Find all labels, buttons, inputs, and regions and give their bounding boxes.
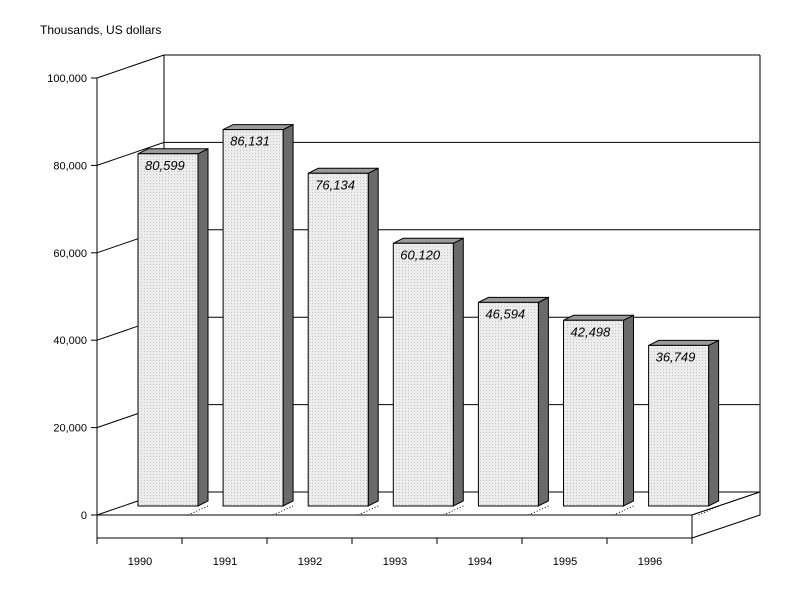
bar-floor-shadow <box>357 505 379 516</box>
bar-value-label: 36,749 <box>656 349 696 364</box>
bar-floor-shadow <box>443 505 464 516</box>
x-tick-label: 1995 <box>553 556 577 568</box>
y-axis-unit-label: Thousands, US dollars <box>40 23 162 37</box>
bar-side <box>708 339 720 507</box>
chart-frame <box>96 54 761 539</box>
bar-value-label: 60,120 <box>400 247 441 262</box>
bar-floor-shadow <box>613 505 634 516</box>
bar-1991: 86,131 <box>222 123 294 516</box>
y-tick-label: 40,000 <box>53 335 87 347</box>
floor-right-slab <box>691 491 761 539</box>
x-tick-label: 1991 <box>213 556 237 568</box>
bar-top <box>222 124 294 131</box>
bar-top <box>393 237 464 244</box>
x-tick-label: 1996 <box>638 556 662 568</box>
x-tick-label: 1994 <box>468 556 492 568</box>
bar-value-label: 86,131 <box>230 134 270 149</box>
bar-side <box>367 167 379 507</box>
bar-side <box>623 314 634 507</box>
bar-value-label: 46,594 <box>485 306 525 321</box>
bar-value-label: 42,498 <box>571 324 612 339</box>
bar-front <box>222 129 284 507</box>
bar-value-label: 80,599 <box>145 158 185 173</box>
bar-front <box>477 301 539 507</box>
x-tick-label: 1992 <box>298 556 322 568</box>
y-tick-label: 80,000 <box>53 160 87 172</box>
bar-1995: 42,498 <box>563 314 634 516</box>
x-axis-ticks: 1990 1991 1992 1993 1994 1995 1996 <box>96 538 693 568</box>
side-gridline <box>96 141 165 166</box>
bar-1996: 36,749 <box>648 339 720 516</box>
bar-front <box>392 242 454 507</box>
x-tick-label: 1990 <box>128 556 152 568</box>
bar-top <box>563 314 634 321</box>
bar-top <box>307 167 379 174</box>
bar-floor-shadow <box>528 505 549 516</box>
bar-front <box>648 344 710 507</box>
bar-1990: 80,599 <box>137 147 209 516</box>
bar-side <box>537 296 549 507</box>
bar-side <box>197 147 209 507</box>
bar-floor-shadow <box>698 505 719 516</box>
bar-side <box>282 123 294 507</box>
bar-1993: 60,120 <box>392 237 464 516</box>
bar-1992: 76,134 <box>307 167 379 516</box>
y-axis-ticks: 0 20,000 40,000 60,000 80,000 100,000 <box>47 73 97 522</box>
bar-front <box>137 153 199 507</box>
bar-value-label: 76,134 <box>315 177 355 192</box>
bar-top <box>478 296 549 303</box>
y-tick-label: 0 <box>81 510 87 522</box>
bar-floor-shadow <box>272 505 294 516</box>
y-tick-label: 20,000 <box>53 423 87 435</box>
x-tick-label: 1993 <box>383 556 407 568</box>
bar-side <box>452 237 464 507</box>
bars: 80,599 86,131 76,134 60,120 46,594 42,498 36,7… <box>137 123 720 516</box>
bar-front <box>563 319 624 507</box>
floor-front-slab <box>96 514 693 539</box>
y-tick-label: 60,000 <box>53 248 87 260</box>
y-tick-label: 100,000 <box>47 73 87 85</box>
bar-1994: 46,594 <box>477 296 549 516</box>
side-wall-top-edge <box>96 54 165 79</box>
bar-top <box>137 148 209 155</box>
bar-top <box>648 339 719 346</box>
bar-floor-shadow <box>187 505 209 516</box>
bar-front <box>307 172 369 507</box>
